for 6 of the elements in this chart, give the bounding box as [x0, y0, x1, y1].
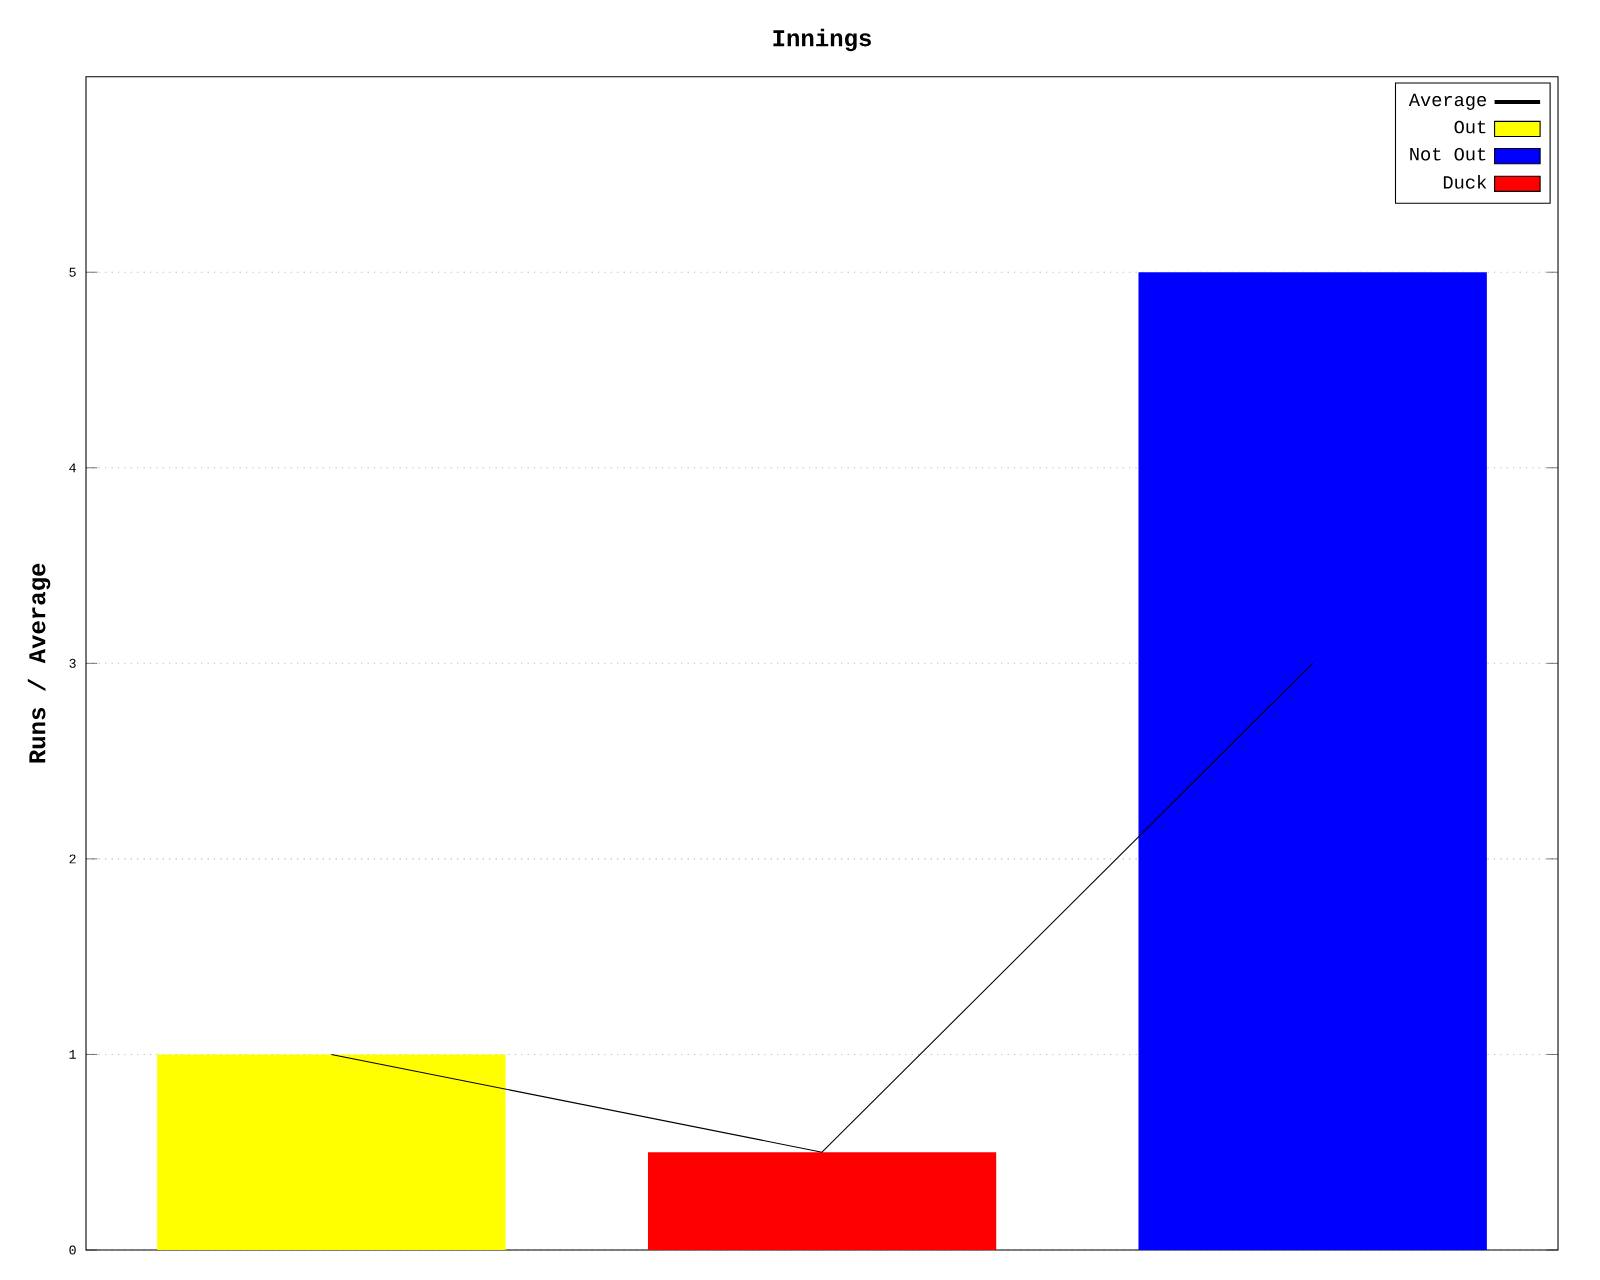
legend-label: Out [1454, 120, 1486, 134]
legend-label: Not Out [1410, 147, 1486, 161]
chart-title: Innings [773, 28, 871, 52]
y-axis-title: Runs / Average [27, 563, 51, 763]
legend-label: Duck [1443, 175, 1487, 189]
legend-label: Average [1408, 93, 1486, 110]
